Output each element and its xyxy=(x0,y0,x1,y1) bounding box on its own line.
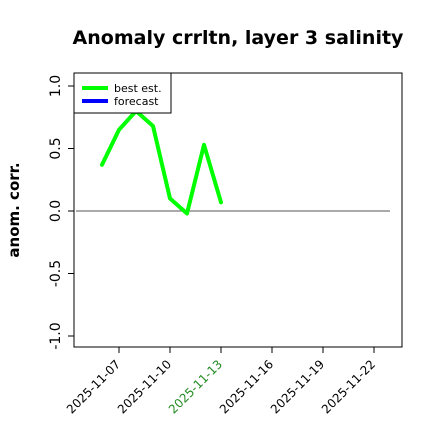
legend-box xyxy=(73,72,172,114)
x-tick-label: 2025-11-19 xyxy=(268,357,327,416)
x-tick-label: 2025-11-10 xyxy=(115,357,174,416)
x-tick-label: 2025-11-13 xyxy=(166,357,225,416)
y-tick-label: -1.0 xyxy=(48,322,64,349)
x-tick-label: 2025-11-22 xyxy=(319,357,378,416)
y-tick-label: -0.5 xyxy=(48,260,64,287)
chart-title: Anomaly crrltn, layer 3 salinity xyxy=(73,27,404,49)
y-tick-label: 1.0 xyxy=(48,75,64,97)
plot-frame xyxy=(73,72,403,348)
series-layer xyxy=(100,109,223,216)
legend-label: forecast xyxy=(114,95,159,108)
x-tick-label: 2025-11-16 xyxy=(217,357,276,416)
y-axis-label: anom. corr. xyxy=(5,162,23,257)
x-tick-label: 2025-11-07 xyxy=(64,357,123,416)
y-tick-label: 0.0 xyxy=(48,200,64,222)
x-axis: 2025-11-072025-11-102025-11-132025-11-16… xyxy=(64,347,378,416)
y-axis: -1.0 -0.5 0.0 0.5 1.0 xyxy=(48,75,74,350)
legend-label: best est. xyxy=(114,82,162,95)
y-tick-label: 0.5 xyxy=(48,137,64,159)
legend: best est.forecast xyxy=(73,72,172,114)
series-line xyxy=(100,109,223,216)
